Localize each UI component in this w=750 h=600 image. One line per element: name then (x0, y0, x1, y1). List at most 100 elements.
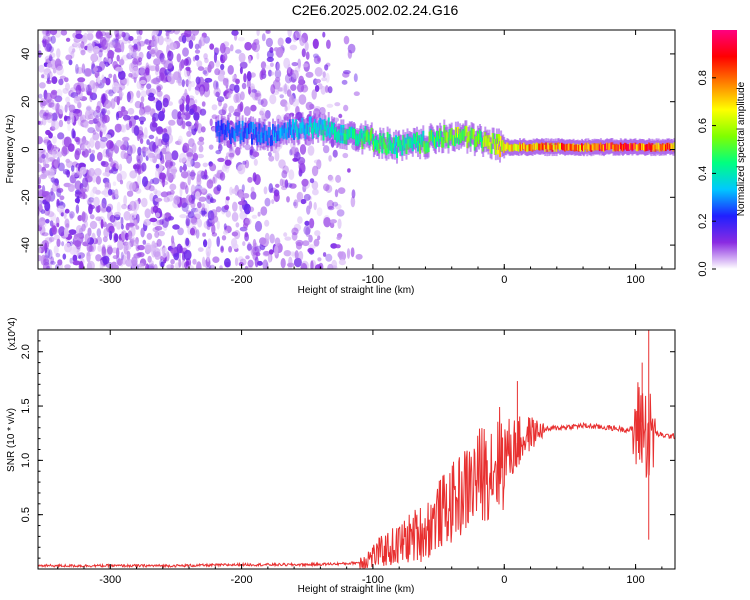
spectrogram-cell (51, 103, 58, 110)
spectrogram-cell (322, 130, 325, 141)
spectrogram-cell (78, 163, 86, 168)
spectrogram-cell (190, 201, 196, 209)
spectrogram-cell (178, 98, 183, 105)
spectrogram-cell (166, 194, 174, 202)
spectrogram-cell (280, 99, 288, 107)
spectrogram-cell (289, 44, 298, 51)
spectrogram-cell (179, 152, 187, 163)
spectrogram-cell (185, 218, 191, 227)
spectrogram-cell (86, 260, 95, 269)
spectrogram-cell (285, 37, 292, 44)
spectrogram-cell (244, 122, 247, 134)
spectrogram-cell (231, 238, 238, 248)
spectrogram-cell (138, 116, 146, 123)
spectrogram-cell (393, 143, 396, 155)
spectrogram-cell (295, 239, 304, 247)
spectrogram-cell (594, 143, 597, 151)
spectrogram-cell (198, 66, 203, 71)
spectrogram-cell (38, 151, 42, 161)
spectrogram-cell (46, 79, 52, 85)
spectrogram-cell (297, 192, 301, 203)
spectrogram-cell (203, 239, 208, 248)
spectrogram-cell (313, 159, 322, 164)
spectrogram-cell (234, 131, 237, 142)
spectrogram-cell (294, 250, 299, 260)
spectrogram-cell (319, 117, 322, 129)
spectrogram-cell (330, 243, 338, 249)
spectrogram-cell (52, 68, 57, 74)
spectrogram-cell (41, 30, 47, 36)
spectrogram-cell (396, 147, 398, 159)
spectrogram-cell (476, 131, 479, 142)
spectrogram-cell (155, 212, 160, 218)
spectrogram-cell (329, 222, 335, 229)
spectrogram-cell (107, 189, 113, 196)
spectrogram-cell (252, 42, 261, 53)
spectrogram-cell (63, 136, 72, 148)
spectrogram-cell (424, 143, 427, 154)
spectrogram-cell (117, 83, 126, 91)
spectrogram-cell (281, 125, 284, 136)
spectrogram-cell (307, 247, 314, 253)
spectrogram-cell (238, 121, 241, 132)
spectrogram-cell (449, 130, 452, 141)
spectrogram-cell (154, 45, 158, 53)
spectrogram-cell (135, 154, 141, 162)
spectrogram-cell (38, 93, 43, 99)
spectrogram-cell (313, 238, 320, 247)
spectrogram-cell (47, 36, 53, 42)
spectrogram-cell (263, 251, 271, 256)
spectrogram-cell (76, 250, 80, 257)
spectrogram-cell (145, 89, 150, 96)
spectrogram-cell (56, 65, 64, 76)
spectrogram-cell (256, 30, 260, 36)
spectrogram-cell (44, 201, 51, 212)
spectrogram-cell (170, 259, 175, 265)
spectrogram-cell (162, 133, 170, 143)
spectrogram-cell (185, 94, 190, 105)
spectrogram-cell (259, 134, 262, 145)
spectrogram-cell (185, 121, 192, 127)
spectrogram-cell (119, 179, 124, 185)
spectrogram-cell (314, 264, 323, 269)
spectrogram-cell (125, 241, 132, 251)
spectrogram-cell (213, 47, 220, 53)
spectrogram-cell (110, 167, 118, 175)
spectrogram-cell (224, 261, 231, 268)
spectrogram-cell (163, 196, 170, 203)
spectrogram-cell (136, 80, 142, 90)
spectrogram-cell (271, 199, 275, 205)
spectrogram-cell (113, 96, 121, 103)
spectrogram-cell (42, 115, 47, 126)
spectrogram-cell (229, 83, 236, 91)
spectrogram-cell (451, 134, 454, 146)
spectrogram-cell (128, 36, 134, 41)
spectrogram-cell (157, 230, 165, 237)
spectrogram-cell (290, 84, 297, 91)
spectrogram-cell (343, 104, 349, 112)
spectrogram-cell (51, 120, 60, 131)
spectrogram-cell (536, 143, 539, 150)
spectrogram-cell (244, 265, 249, 269)
spectrogram-cell (176, 53, 181, 63)
spectrogram-cell (487, 138, 490, 149)
spectrogram-cell (81, 63, 86, 74)
spectrogram-cell (156, 238, 162, 247)
spectrogram-cell (251, 89, 257, 94)
spectrogram-cell (38, 120, 41, 125)
spectrogram-cell (197, 247, 204, 253)
spectrogram-cell (302, 63, 309, 68)
spectrogram-cell (249, 92, 256, 98)
spectrogram-cell (343, 70, 351, 75)
spectrogram-cell (169, 161, 176, 167)
spectrogram-cell (136, 30, 140, 35)
spectrogram-cell (71, 128, 75, 139)
spectrogram-cell (120, 224, 124, 230)
spectrogram-cell (89, 153, 95, 163)
spectrogram-cell (600, 144, 603, 152)
spectrogram-cell (282, 179, 286, 188)
spectrogram-cell (116, 201, 121, 213)
spectrogram-cell (343, 35, 350, 45)
spectrogram-cell (247, 259, 254, 268)
spectrogram-cell (100, 136, 108, 142)
